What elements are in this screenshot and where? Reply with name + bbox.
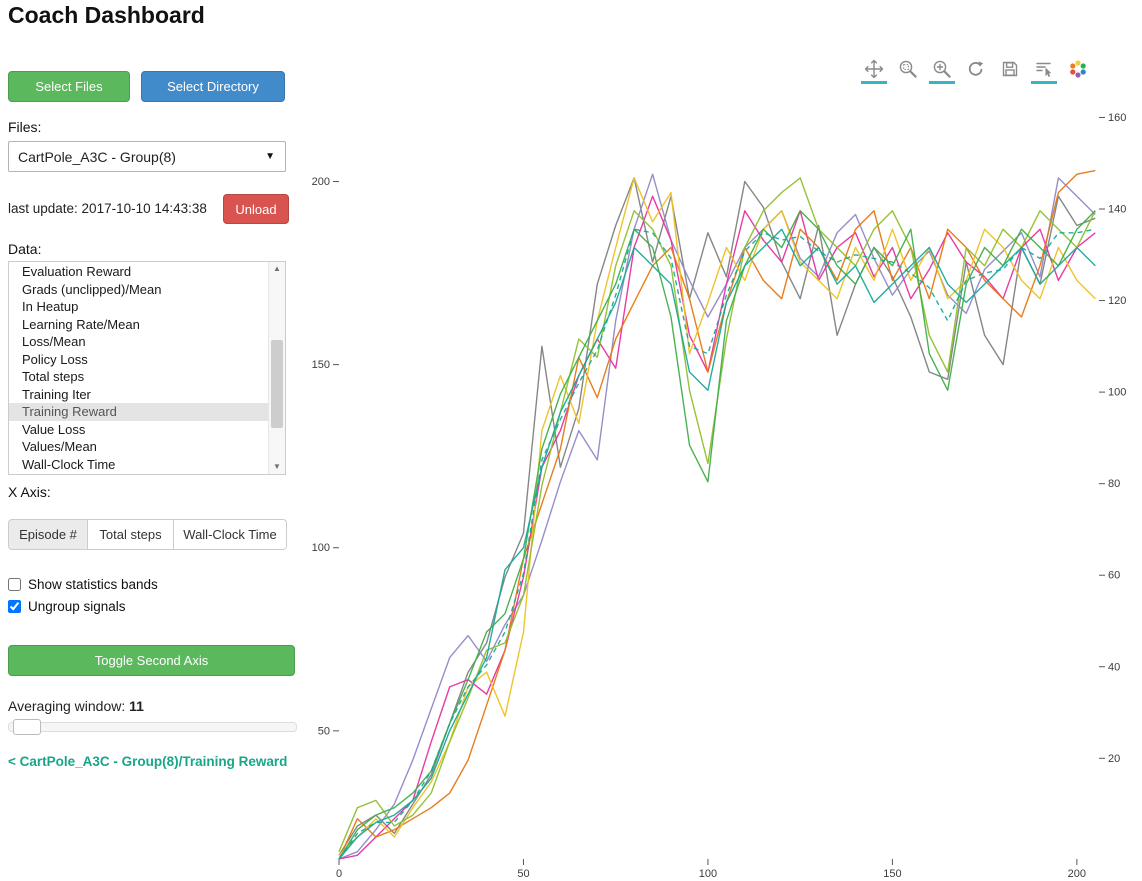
data-list-item[interactable]: Policy Loss <box>22 351 88 367</box>
svg-text:100: 100 <box>699 868 717 880</box>
plot-area[interactable]: 50 100 150 200 20 40 60 80 100 120 140 160 0 50 100 150… <box>310 55 1142 881</box>
data-list-item[interactable]: Wall-Clock Time <box>22 456 116 472</box>
wheel-zoom-tool-icon[interactable] <box>929 57 955 84</box>
breadcrumb[interactable]: < CartPole_A3C - Group(8)/Training Rewar… <box>8 754 288 769</box>
chevron-down-icon: ▼ <box>265 151 275 162</box>
data-list-item[interactable]: Loss/Mean <box>22 334 86 349</box>
show-bands-checkbox[interactable] <box>8 578 21 591</box>
data-list-item[interactable]: Training Iter <box>22 386 91 402</box>
averaging-value: 11 <box>129 698 144 714</box>
toggle-second-axis-button[interactable]: Toggle Second Axis <box>8 645 295 676</box>
x-axis-button-group: Episode # Total steps Wall-Clock Time <box>8 519 287 550</box>
save-tool-icon[interactable] <box>998 57 1022 84</box>
averaging-label: Averaging window: <box>8 698 130 714</box>
scroll-up-icon[interactable]: ▲ <box>273 264 281 273</box>
data-list-item[interactable]: Grads (unclipped)/Mean <box>22 281 162 297</box>
svg-text:50: 50 <box>517 868 529 880</box>
svg-text:80: 80 <box>1108 478 1120 490</box>
series-gray <box>338 177 1096 856</box>
data-list-item[interactable]: Values/Mean <box>22 439 97 454</box>
x-axis-option[interactable]: Total steps <box>88 519 174 550</box>
svg-text:40: 40 <box>1108 661 1120 673</box>
scrollbar-thumb[interactable] <box>271 340 283 428</box>
slider-handle[interactable] <box>13 719 41 735</box>
svg-text:150: 150 <box>883 868 901 880</box>
data-listbox[interactable]: Evaluation Reward Grads (unclipped)/Mean I… <box>8 261 286 475</box>
data-list-item[interactable]: Value Loss <box>22 421 86 437</box>
pan-tool-icon[interactable] <box>861 57 887 84</box>
ungroup-label: Ungroup signals <box>28 599 126 614</box>
svg-text:100: 100 <box>312 542 330 554</box>
svg-text:140: 140 <box>1108 204 1126 216</box>
select-files-button[interactable]: Select Files <box>8 71 130 102</box>
series-teal-dashed-mean <box>338 228 1096 860</box>
x-axis-option[interactable]: Wall-Clock Time <box>174 519 287 550</box>
series-orange <box>338 169 1096 860</box>
bokeh-logo-icon[interactable] <box>1066 57 1090 84</box>
series-magenta <box>338 195 1096 860</box>
files-select[interactable]: CartPole_A3C - Group(8) ▼ <box>8 141 286 172</box>
listbox-scrollbar[interactable]: ▲ ▼ <box>268 262 285 474</box>
show-bands-row: Show statistics bands <box>8 577 158 592</box>
series-gold <box>338 177 1096 856</box>
bokeh-toolbar <box>861 57 1100 84</box>
svg-text:200: 200 <box>1068 868 1086 880</box>
unload-button[interactable]: Unload <box>223 194 289 224</box>
reset-tool-icon[interactable] <box>964 57 988 84</box>
data-list-item[interactable]: Training Reward <box>9 403 269 421</box>
ungroup-row: Ungroup signals <box>8 599 126 614</box>
data-list-item[interactable]: In Heatup <box>22 299 79 314</box>
svg-text:50: 50 <box>318 725 330 737</box>
svg-text:60: 60 <box>1108 570 1120 582</box>
data-list-item[interactable]: Learning Rate/Mean <box>22 316 140 332</box>
x-axis-option[interactable]: Episode # <box>8 519 88 550</box>
svg-text:0: 0 <box>336 868 342 880</box>
data-list-item[interactable]: Total steps <box>22 369 85 384</box>
averaging-window-row: Averaging window: 11 <box>8 698 144 714</box>
series-yellow-green <box>338 177 1096 852</box>
data-label: Data: <box>8 241 42 257</box>
x-axis-label: X Axis: <box>8 484 51 500</box>
series-green <box>338 210 1096 860</box>
svg-text:20: 20 <box>1108 753 1120 765</box>
series-purple <box>338 173 1096 860</box>
series-teal <box>338 228 1096 860</box>
files-label: Files: <box>8 119 42 135</box>
box-zoom-tool-icon[interactable] <box>896 57 920 84</box>
svg-text:200: 200 <box>312 176 330 188</box>
bokeh-chart: 50 100 150 200 20 40 60 80 100 120 140 160 0 50 100 150… <box>310 55 1142 881</box>
hover-tool-icon[interactable] <box>1031 57 1057 84</box>
page-title: Coach Dashboard <box>8 2 205 28</box>
ungroup-checkbox[interactable] <box>8 600 21 613</box>
data-list-item[interactable]: Evaluation Reward <box>22 264 132 279</box>
averaging-slider[interactable] <box>8 719 297 735</box>
svg-text:100: 100 <box>1108 387 1126 399</box>
scroll-down-icon[interactable]: ▼ <box>273 462 281 471</box>
data-listbox-items: Evaluation Reward Grads (unclipped)/Mean I… <box>9 263 269 473</box>
show-bands-label: Show statistics bands <box>28 577 158 592</box>
files-select-value: CartPole_A3C - Group(8) <box>18 148 176 165</box>
last-update-text: last update: 2017-10-10 14:43:38 <box>8 201 207 216</box>
svg-text:160: 160 <box>1108 112 1126 124</box>
svg-text:120: 120 <box>1108 295 1126 307</box>
svg-text:150: 150 <box>312 359 330 371</box>
select-directory-button[interactable]: Select Directory <box>141 71 285 102</box>
